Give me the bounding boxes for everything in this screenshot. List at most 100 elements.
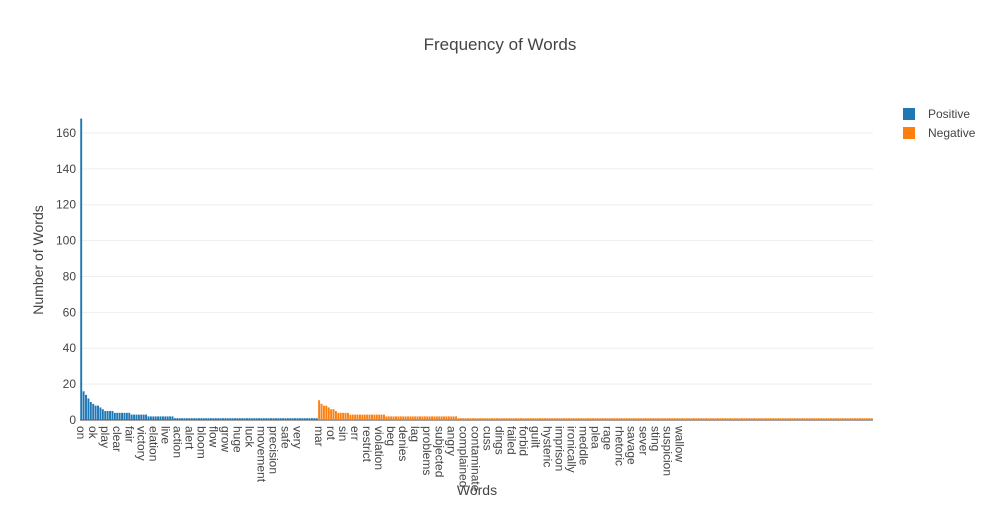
bar-negative — [378, 414, 381, 420]
bar-positive — [214, 418, 217, 420]
bar-negative — [337, 412, 340, 420]
bar-negative — [854, 418, 856, 420]
bar-negative — [404, 416, 407, 420]
bar-negative — [572, 418, 575, 420]
bar-positive — [306, 418, 309, 420]
bar-negative — [529, 418, 532, 420]
bar-positive — [195, 418, 198, 420]
bar-negative — [354, 414, 357, 420]
bar-negative — [866, 418, 868, 420]
bar-negative — [440, 416, 443, 420]
bar-negative — [630, 418, 633, 420]
bar-positive — [286, 418, 289, 420]
x-tick-label: angry — [444, 426, 458, 456]
bar-negative — [791, 418, 794, 420]
bar-positive — [197, 418, 200, 420]
x-tick-label: victory — [134, 426, 148, 461]
bar-negative — [428, 416, 431, 420]
bar-negative — [796, 418, 799, 420]
bar-positive — [125, 412, 128, 420]
bar-positive — [135, 414, 138, 420]
bar-negative — [483, 418, 486, 420]
x-tick-label: sever — [637, 426, 651, 455]
bar-positive — [116, 412, 119, 420]
bar-negative — [486, 418, 489, 420]
bar-negative — [330, 409, 333, 420]
bar-negative — [808, 418, 811, 420]
bar-negative — [320, 403, 323, 420]
bar-negative — [498, 418, 501, 420]
bar-negative — [517, 418, 520, 420]
bar-negative — [697, 418, 700, 420]
bar-negative — [507, 418, 510, 420]
bar-negative — [702, 418, 705, 420]
bar-negative — [445, 416, 448, 420]
bar-negative — [781, 418, 784, 420]
bar-negative — [803, 418, 806, 420]
bar-negative — [767, 418, 770, 420]
bar-positive — [145, 414, 148, 420]
bar-negative — [556, 418, 558, 420]
bar-negative — [512, 418, 515, 420]
bar-positive — [246, 418, 248, 420]
bar-positive — [222, 418, 224, 420]
legend[interactable]: Positive Negative — [903, 107, 976, 140]
bar-positive — [121, 412, 124, 420]
bar-negative — [426, 416, 429, 420]
x-tick-label: on — [74, 426, 88, 439]
bar-negative — [856, 418, 859, 420]
bar-positive — [310, 418, 313, 420]
x-tick-label: elation — [146, 426, 160, 461]
x-tick-label: dings — [492, 426, 506, 455]
bar-positive — [200, 418, 203, 420]
bar-negative — [493, 418, 496, 420]
x-tick-label: luck — [242, 426, 256, 448]
bar-negative — [539, 418, 542, 420]
bar-negative — [640, 418, 643, 420]
bar-negative — [392, 416, 395, 420]
y-tick-label: 160 — [56, 126, 76, 140]
bar-positive — [183, 418, 186, 420]
bar-negative — [606, 418, 609, 420]
bar-negative — [671, 418, 674, 420]
bar-negative — [560, 418, 563, 420]
y-tick-label: 60 — [63, 305, 77, 319]
bar-negative — [676, 418, 679, 420]
bar-negative — [659, 418, 662, 420]
bar-positive — [241, 418, 244, 420]
x-tick-label: guilt — [528, 426, 542, 449]
bar-negative — [690, 418, 693, 420]
legend-item-negative[interactable]: Negative — [903, 126, 976, 140]
x-tick-label: lag — [408, 426, 422, 442]
bar-negative — [575, 418, 578, 420]
bar-negative — [527, 418, 530, 420]
x-tick-label: safe — [278, 426, 292, 449]
bar-negative — [433, 416, 436, 420]
bar-negative — [868, 418, 871, 420]
bar-positive — [229, 418, 232, 420]
bar-positive — [159, 416, 162, 420]
x-tick-label: fair — [122, 426, 136, 443]
bar-negative — [822, 418, 825, 420]
bar-negative — [613, 418, 616, 420]
bar-negative — [618, 418, 621, 420]
bar-negative — [765, 418, 768, 420]
x-axis-title: Words — [457, 482, 497, 498]
x-tick-label: err — [348, 426, 362, 441]
x-tick-label: restrict — [360, 426, 374, 463]
bar-negative — [705, 418, 707, 420]
bar-positive — [258, 418, 260, 420]
bar-positive — [101, 409, 104, 420]
bar-positive — [157, 416, 160, 420]
bar-negative — [693, 418, 695, 420]
bar-negative — [729, 418, 731, 420]
bar-negative — [611, 418, 614, 420]
bar-negative — [654, 418, 657, 420]
legend-item-positive[interactable]: Positive — [903, 107, 970, 121]
bar-positive — [164, 416, 167, 420]
bar-negative — [371, 414, 373, 420]
bar-positive — [123, 412, 126, 420]
bar-positive — [205, 418, 208, 420]
bar-positive — [92, 403, 95, 420]
bar-positive — [89, 402, 92, 420]
